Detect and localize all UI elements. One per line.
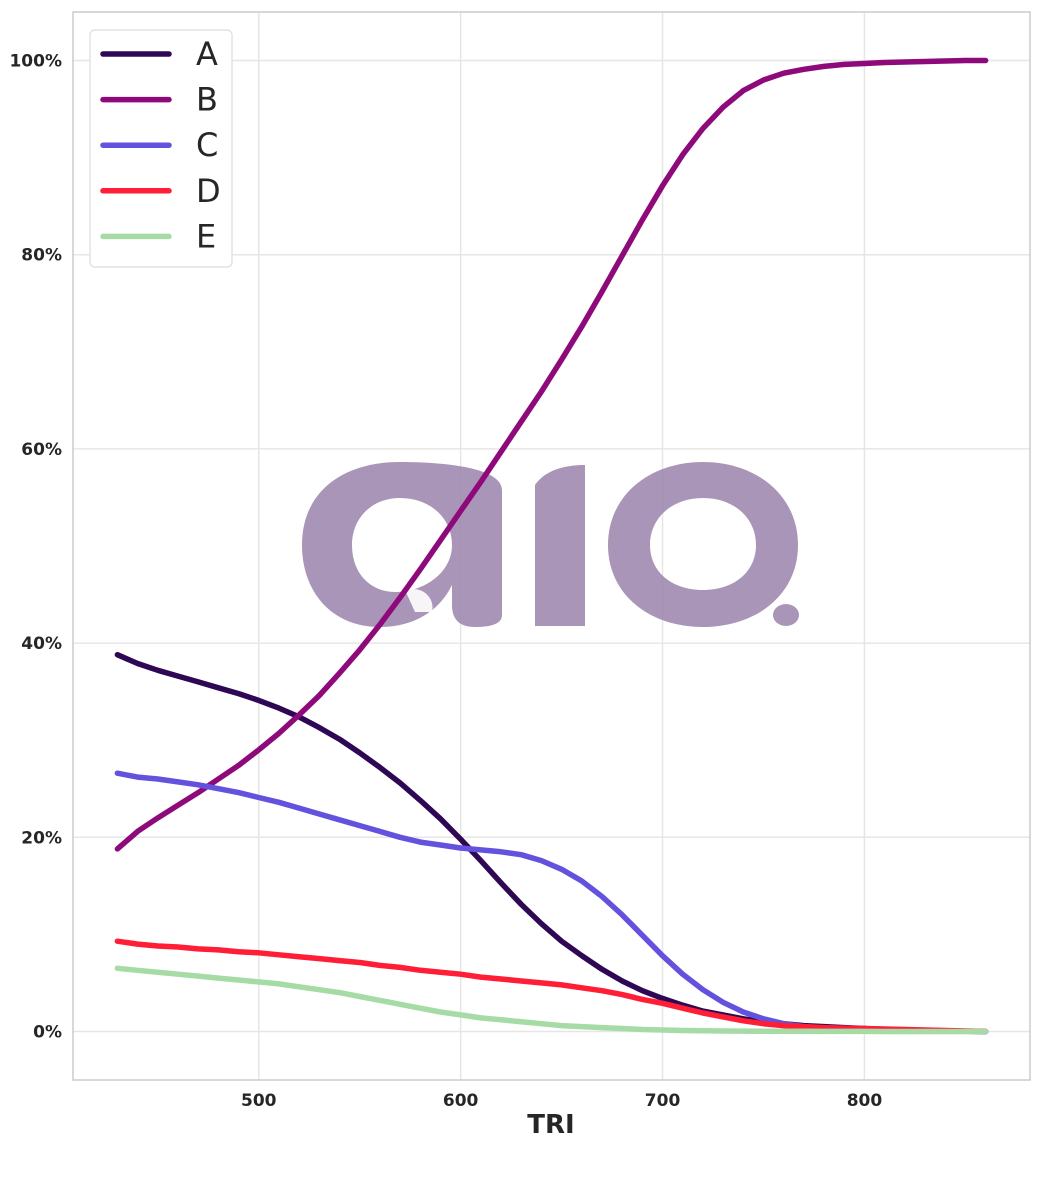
watermark-logo [302, 462, 799, 627]
x-tick-label: 500 [241, 1091, 277, 1111]
y-tick-label: 60% [21, 440, 62, 460]
y-tick-label: 80% [21, 246, 62, 266]
x-tick-label: 600 [443, 1091, 479, 1111]
y-tick-label: 20% [21, 828, 62, 848]
series-line-b [114, 57, 989, 852]
legend-label-b: B [196, 81, 218, 119]
legend-box [89, 29, 233, 268]
y-tick-label: 0% [33, 1022, 62, 1042]
legend-label-a: A [196, 35, 218, 73]
x-axis-ticks: 500 600 700 800 [241, 1091, 882, 1111]
y-tick-label: 40% [21, 634, 62, 654]
x-tick-label: 700 [645, 1091, 681, 1111]
series-lines [114, 57, 989, 1035]
series-line-e [114, 965, 989, 1035]
y-tick-label: 100% [9, 52, 62, 72]
y-axis-ticks: 0% 20% 40% 60% 80% 100% [9, 52, 62, 1043]
x-axis-label: TRI [527, 1110, 574, 1140]
plot-frame [72, 11, 1031, 1081]
x-tick-label: 800 [847, 1091, 883, 1111]
legend-label-d: D [196, 172, 221, 210]
legend-label-e: E [196, 217, 216, 255]
series-line-d [114, 938, 989, 1035]
legend-label-c: C [196, 126, 218, 164]
